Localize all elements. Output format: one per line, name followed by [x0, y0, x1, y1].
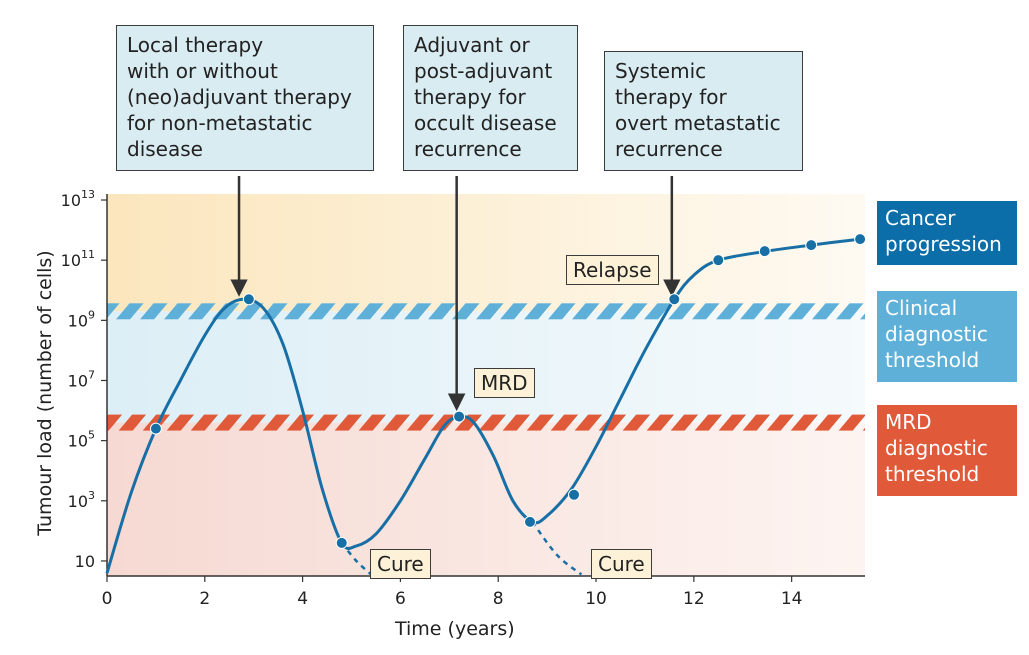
cure-branch-1 — [340, 542, 372, 576]
x-tick-label: 0 — [102, 589, 113, 609]
tumour-load-curve — [105, 237, 861, 574]
tag-cure-1: Cure — [370, 549, 431, 579]
callout-systemic-therapy: Systemic therapy for overt metastatic re… — [604, 51, 803, 171]
x-axis-title: Time (years) — [395, 618, 515, 640]
data-point — [149, 422, 162, 435]
y-tick-label: 1011 — [61, 248, 95, 270]
callout-adjuvant-therapy: Adjuvant or post-adjuvant therapy for oc… — [403, 25, 578, 171]
legend-clinical-threshold: Clinical diagnostic threshold — [877, 291, 1017, 382]
callout-local-therapy: Local therapy with or without (neo)adjuv… — [116, 25, 374, 171]
data-point — [712, 254, 725, 267]
x-tick-label: 2 — [199, 589, 210, 609]
mrd-threshold-line — [107, 414, 865, 431]
data-point — [524, 515, 537, 528]
tag-mrd: MRD — [474, 368, 535, 398]
y-tick-label: 107 — [68, 368, 95, 390]
legend-cancer-progression: Cancer progression — [877, 201, 1017, 265]
data-point — [668, 293, 681, 306]
clinical-threshold-line — [107, 303, 865, 320]
data-point — [568, 488, 581, 501]
data-point — [453, 410, 466, 423]
data-point — [805, 239, 818, 252]
x-tick-label: 6 — [395, 589, 406, 609]
legend-mrd-threshold: MRD diagnostic threshold — [877, 405, 1017, 496]
data-point — [854, 233, 867, 246]
band-between-thresholds — [107, 311, 865, 423]
tag-cure-2: Cure — [591, 549, 652, 579]
y-axis-title: Tumour load (number of cells) — [34, 250, 56, 536]
band-below-mrd — [107, 422, 865, 576]
x-tick-label: 8 — [493, 589, 504, 609]
data-point — [335, 536, 348, 549]
data-point — [242, 293, 255, 306]
y-tick-label: 10 — [75, 552, 95, 571]
x-tick-label: 4 — [297, 589, 308, 609]
x-tick-label: 14 — [781, 589, 803, 609]
y-tick-label: 1013 — [61, 188, 95, 210]
x-tick-label: 10 — [585, 589, 607, 609]
cure-branch-2 — [531, 521, 583, 576]
tag-relapse: Relapse — [566, 255, 659, 285]
x-tick-label: 12 — [683, 589, 705, 609]
y-tick-label: 105 — [68, 429, 95, 451]
y-tick-label: 103 — [68, 489, 95, 511]
data-point — [758, 245, 771, 258]
y-tick-label: 109 — [68, 308, 95, 330]
